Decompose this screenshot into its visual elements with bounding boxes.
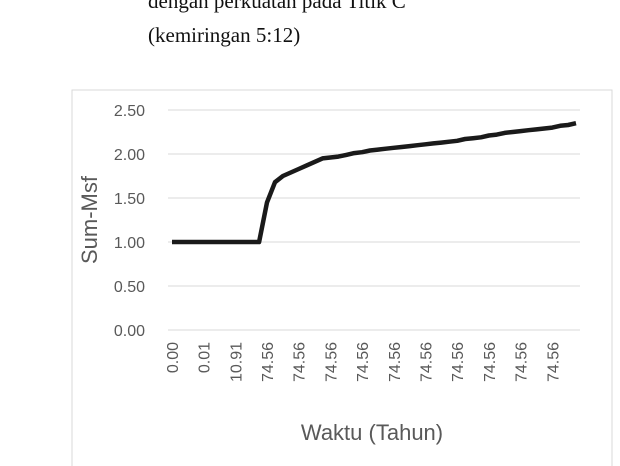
y-tick-label: 1.00 [114, 235, 145, 252]
x-axis-title: Waktu (Tahun) [301, 420, 443, 445]
data-line [172, 121, 577, 245]
y-tick-label: 0.00 [114, 323, 145, 340]
x-tick-label: 74.56 [450, 342, 467, 382]
x-tick-label: 74.56 [387, 342, 404, 382]
y-tick-label: 2.00 [114, 147, 145, 164]
chart-title: dengan perkuatan pada Titik C [148, 0, 406, 13]
x-tick-label: 74.56 [355, 342, 372, 382]
chart-frame [71, 89, 613, 466]
x-tick-label: 74.56 [482, 342, 499, 382]
x-tick-label: 74.56 [419, 342, 436, 382]
x-tick-label: 74.56 [514, 342, 531, 382]
y-axis-title: Sum-Msf [77, 175, 102, 264]
y-tick-label: 2.50 [114, 103, 145, 120]
y-tick-label: 1.50 [114, 191, 145, 208]
x-tick-label: 0.01 [197, 342, 214, 373]
x-tick-label: 74.56 [292, 342, 309, 382]
x-tick-label: 74.56 [545, 342, 562, 382]
y-tick-label: 0.50 [114, 279, 145, 296]
x-tick-label: 0.00 [165, 342, 182, 373]
x-tick-label: 74.56 [260, 342, 277, 382]
chart-title: (kemiringan 5:12) [148, 23, 300, 47]
x-tick-label: 74.56 [323, 342, 340, 382]
x-tick-label: 10.91 [228, 342, 245, 382]
